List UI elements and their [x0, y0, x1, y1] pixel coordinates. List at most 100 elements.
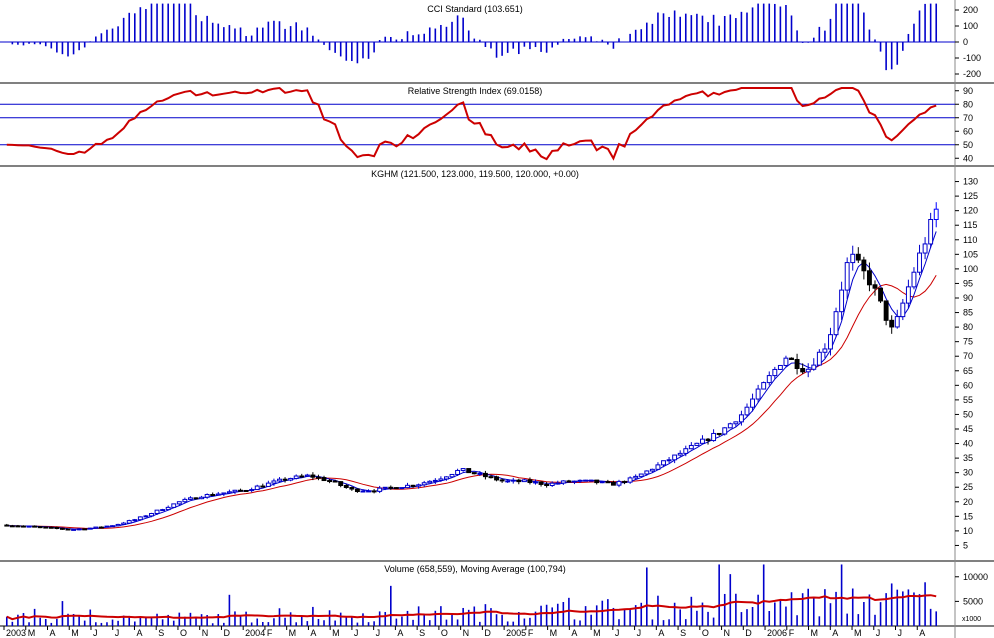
price-candle-body — [449, 473, 455, 478]
price-candle-body — [393, 487, 399, 490]
x-axis-tick-label: M — [332, 628, 340, 638]
price-candle-body — [894, 316, 900, 328]
price-tick-label: 85 — [963, 308, 973, 318]
price-candle-body — [4, 524, 10, 527]
x-axis: 2003 M A M J J A S O N D 2004 F M A M J J A S O N D 2005 F M A M J J A… — [3, 626, 925, 638]
price-tick-label: 115 — [963, 220, 977, 230]
price-candle-body — [700, 438, 705, 444]
x-axis-tick-label: S — [419, 628, 425, 638]
x-axis-tick-label: N — [724, 628, 731, 638]
price-candle-body — [905, 286, 911, 304]
price-tick-label: 55 — [963, 395, 973, 405]
price-candle-body — [828, 334, 833, 350]
x-axis-tick-label: 2004 — [245, 628, 265, 638]
cci-tick-label: -200 — [963, 69, 981, 79]
price-candle-body — [466, 468, 472, 474]
x-axis-tick-label: M — [71, 628, 79, 638]
x-axis-tick-label: J — [637, 628, 642, 638]
price-candle-body — [933, 208, 939, 221]
price-candle-body — [560, 480, 566, 484]
x-axis-tick-label: J — [93, 628, 98, 638]
price-tick-label: 40 — [963, 439, 973, 449]
x-axis-tick-label: O — [702, 628, 709, 638]
price-candle-body — [299, 475, 305, 478]
price-candle-body — [677, 452, 683, 456]
price-candle-body — [154, 509, 160, 515]
price-tick-label: 105 — [963, 249, 978, 259]
price-candle-body — [349, 487, 355, 490]
price-tick-label: 35 — [963, 453, 973, 463]
price-candle-body — [577, 479, 583, 482]
price-candle-body — [249, 489, 255, 492]
price-candle-body — [766, 375, 772, 384]
x-axis-tick-label: S — [680, 628, 686, 638]
price-candle-body — [633, 475, 639, 479]
rsi-panel: Relative Strength Index (69.0158) 90 80 70… — [0, 86, 973, 163]
price-candle-body — [137, 516, 143, 521]
price-candle-body — [338, 481, 344, 486]
price-candle-body — [304, 474, 310, 477]
price-candle-body — [171, 503, 177, 508]
price-candle-body — [354, 488, 360, 493]
price-candle-body — [488, 476, 494, 479]
price-candle-body — [610, 481, 616, 486]
price-candle-body — [494, 476, 499, 481]
price-ma-short-line — [6, 231, 937, 530]
price-candle-body — [638, 473, 644, 477]
price-candle-body — [32, 525, 38, 528]
x-axis-tick-label: M — [593, 628, 601, 638]
price-candle-body — [917, 252, 922, 273]
price-tick-label: 110 — [963, 235, 977, 245]
price-candle-body — [43, 526, 49, 529]
price-candle-body — [750, 398, 756, 408]
price-candle-body — [711, 432, 717, 442]
price-candle-body — [187, 497, 193, 500]
x-axis-tick-label: A — [832, 628, 838, 638]
price-candle-body — [93, 526, 99, 529]
price-candle-body — [694, 442, 700, 446]
x-axis-tick-label: A — [136, 628, 142, 638]
price-candle-body — [499, 479, 505, 482]
price-candle-body — [182, 498, 188, 503]
price-candle-body — [688, 444, 694, 450]
price-candle-body — [666, 459, 672, 462]
price-candle-body — [733, 421, 739, 425]
price-candle-body — [48, 526, 54, 529]
price-candle-body — [516, 479, 522, 483]
price-candle-body — [460, 468, 466, 471]
volume-title: Volume (658,559), Moving Average (100,79… — [384, 564, 565, 574]
price-candle-body — [538, 481, 544, 485]
price-candle-body — [850, 253, 856, 264]
price-ma-long-line — [6, 274, 937, 529]
price-candle-body — [889, 319, 895, 328]
x-axis-tick-label: A — [571, 628, 577, 638]
price-candle-body — [427, 480, 433, 484]
price-candle-body — [744, 406, 750, 416]
x-axis-tick-label: J — [376, 628, 381, 638]
price-candle-body — [65, 528, 71, 531]
price-candle-body — [377, 487, 383, 492]
price-candle-body — [226, 491, 232, 494]
rsi-tick-label: 40 — [963, 153, 973, 163]
price-candle-body — [21, 525, 26, 528]
price-candle-body — [204, 494, 210, 498]
price-candle-body — [622, 480, 627, 483]
price-candle-body — [549, 482, 555, 487]
price-tick-label: 125 — [963, 191, 978, 201]
price-candle-body — [332, 480, 338, 483]
x-axis-tick-label: M — [28, 628, 36, 638]
price-candle-body — [839, 289, 845, 313]
price-candle-body — [844, 262, 850, 291]
price-candle-body — [243, 489, 249, 492]
price-candle-body — [928, 219, 934, 245]
price-candle-body — [861, 259, 867, 272]
x-axis-tick-label: F — [528, 628, 534, 638]
x-axis-tick-label: D — [484, 628, 491, 638]
price-candle-body — [594, 479, 600, 484]
rsi-line — [6, 86, 937, 161]
price-candle-body — [599, 481, 605, 484]
x-axis-tick-label: O — [441, 628, 448, 638]
price-candle-body — [471, 472, 477, 475]
